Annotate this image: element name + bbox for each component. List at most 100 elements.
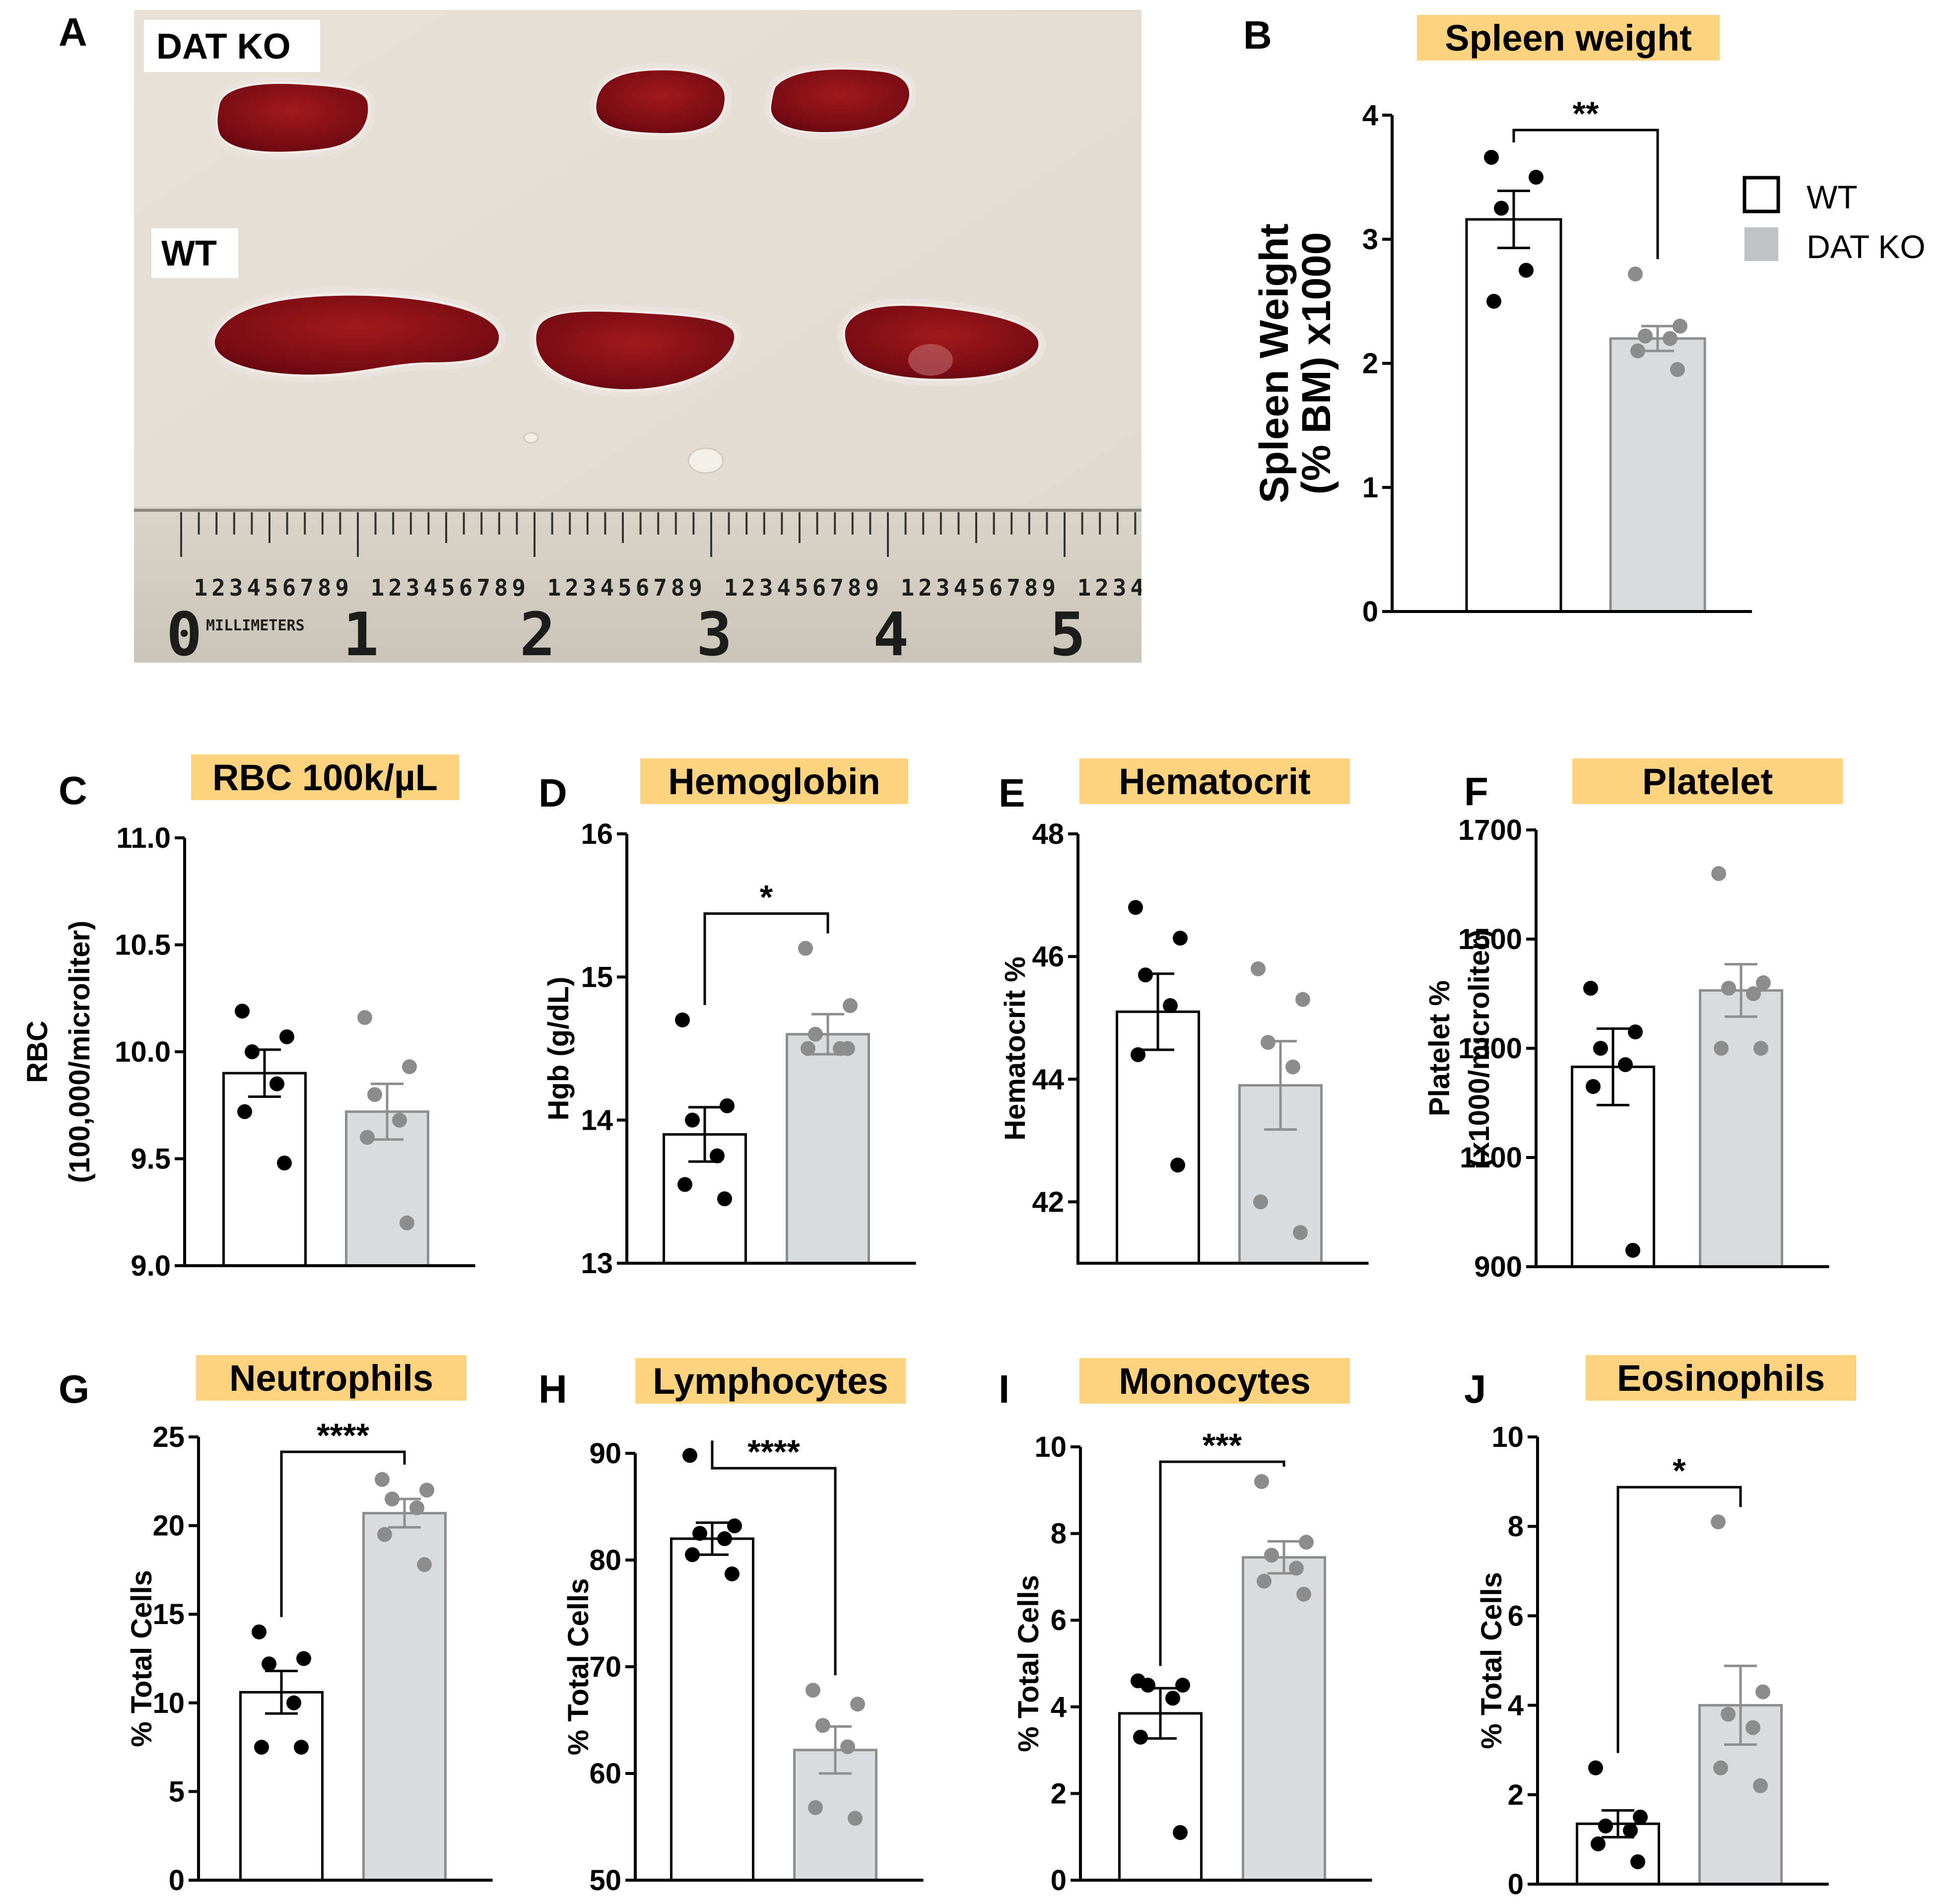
panel-letter: B bbox=[1243, 13, 1272, 57]
y-tick-label: 0 bbox=[169, 1864, 185, 1897]
y-tick-label: 0 bbox=[1362, 596, 1378, 628]
ruler-minor-label: 1 bbox=[194, 574, 208, 601]
ruler-minor-label: 9 bbox=[1042, 574, 1056, 601]
chart-title-bg bbox=[635, 1358, 906, 1404]
bar-dat-ko bbox=[786, 1033, 870, 1265]
y-tick-label: 13 bbox=[581, 1247, 613, 1280]
ruler-minor-label: 4 bbox=[600, 574, 614, 601]
ruler-minor-label: 9 bbox=[688, 574, 702, 601]
y-tick-label: 48 bbox=[1032, 818, 1064, 850]
data-point bbox=[1285, 1059, 1300, 1075]
data-point bbox=[392, 1112, 407, 1128]
data-point bbox=[296, 1651, 311, 1666]
y-tick-label: 1700 bbox=[1458, 814, 1522, 846]
data-point bbox=[1494, 201, 1509, 216]
significance-label: **** bbox=[317, 1417, 369, 1454]
data-point bbox=[1138, 967, 1153, 983]
data-point bbox=[1289, 1561, 1304, 1576]
y-tick-label: 10.5 bbox=[115, 929, 171, 961]
legend: WT DAT KO bbox=[1743, 176, 1926, 265]
ruler-minor-label: 7 bbox=[1007, 574, 1020, 601]
y-tick-label: 70 bbox=[589, 1651, 621, 1683]
data-point bbox=[725, 1566, 739, 1581]
ruler-major-label: 4 bbox=[873, 601, 909, 663]
data-point bbox=[1591, 1836, 1606, 1851]
data-point bbox=[1673, 319, 1687, 334]
data-point bbox=[269, 1076, 284, 1091]
data-point bbox=[237, 1104, 252, 1119]
data-point bbox=[1670, 362, 1685, 377]
data-point bbox=[279, 1029, 294, 1044]
y-tick-label: 1100 bbox=[1460, 1142, 1522, 1174]
ruler-major-label: 2 bbox=[520, 601, 555, 663]
y-tick-label: 50 bbox=[589, 1864, 621, 1897]
ruler-minor-label: 3 bbox=[1113, 574, 1127, 601]
data-point bbox=[1163, 998, 1178, 1013]
data-point bbox=[402, 1059, 417, 1075]
data-point bbox=[1293, 1225, 1308, 1240]
ruler-minor-label: 5 bbox=[971, 574, 985, 601]
ruler-minor-label: 3 bbox=[229, 574, 243, 601]
ruler-minor-label: 8 bbox=[671, 574, 685, 601]
y-tick-label: 1300 bbox=[1458, 1032, 1522, 1065]
data-point bbox=[727, 1518, 742, 1534]
data-point bbox=[1133, 1729, 1148, 1745]
y-tick-label: 15 bbox=[152, 1598, 185, 1631]
data-point bbox=[1254, 1474, 1269, 1489]
chart-title-bg bbox=[640, 758, 908, 804]
ruler-minor-label: 2 bbox=[211, 574, 225, 601]
y-tick-label: 10 bbox=[1034, 1431, 1067, 1463]
significance-bracket bbox=[280, 1450, 406, 1617]
data-point bbox=[843, 998, 858, 1013]
data-point bbox=[1261, 1035, 1276, 1050]
significance-bracket bbox=[703, 912, 829, 1005]
chart-h: Lymphocytes H 50 60 70 80 90 % Total Cells **** bbox=[538, 1358, 924, 1897]
data-point bbox=[360, 1130, 375, 1145]
data-point bbox=[286, 1695, 301, 1710]
y-tick-label: 15 bbox=[581, 961, 613, 993]
data-point bbox=[1586, 1079, 1601, 1094]
data-point bbox=[1299, 1535, 1314, 1550]
y-tick-label: 4 bbox=[1051, 1691, 1067, 1723]
data-point bbox=[1630, 1854, 1645, 1869]
ruler-minor-label: 8 bbox=[494, 574, 508, 601]
data-point bbox=[1165, 1691, 1180, 1706]
ruler-minor-label: 7 bbox=[830, 574, 844, 601]
significance-bracket bbox=[1616, 1486, 1742, 1753]
data-point bbox=[417, 1557, 432, 1572]
data-point bbox=[692, 1526, 707, 1541]
ruler-minor-label: 6 bbox=[459, 574, 473, 601]
ruler-minor-label: 3 bbox=[583, 574, 597, 601]
ruler-major-label: 5 bbox=[1050, 601, 1085, 663]
chart-d: Hemoglobin D 13 14 15 16 Hgb (g/dL) * bbox=[538, 758, 916, 1280]
ruler-major-label: 3 bbox=[696, 601, 732, 663]
significance-bracket bbox=[1159, 1460, 1285, 1666]
y-tick-label: 3 bbox=[1362, 223, 1378, 256]
bar-dat-ko bbox=[1699, 989, 1783, 1268]
y-tick-label: 4 bbox=[1508, 1690, 1524, 1722]
y-axis-label: % Total Cells bbox=[1476, 1572, 1508, 1749]
data-point bbox=[235, 1004, 250, 1019]
y-tick-label: 10 bbox=[152, 1687, 185, 1719]
y-tick-label: 16 bbox=[581, 818, 613, 850]
ruler-minor-label: 6 bbox=[989, 574, 1003, 601]
data-point bbox=[1746, 1720, 1760, 1735]
data-point bbox=[1583, 981, 1598, 996]
significance-label: **** bbox=[747, 1433, 800, 1471]
chart-title: Platelet bbox=[1642, 761, 1773, 802]
ruler-minor-label: 5 bbox=[265, 574, 278, 601]
data-point bbox=[1756, 975, 1771, 990]
bar-wt bbox=[670, 1537, 754, 1882]
chart-title: Lymphocytes bbox=[653, 1360, 888, 1402]
chart-title-bg bbox=[1417, 15, 1720, 61]
data-point bbox=[409, 1500, 424, 1515]
significance-bracket bbox=[1512, 129, 1659, 259]
data-point bbox=[710, 1148, 725, 1163]
ruler-minor-label: 2 bbox=[388, 574, 402, 601]
bar-dat-ko bbox=[1242, 1556, 1326, 1882]
data-point bbox=[1755, 1684, 1770, 1700]
y-tick-label: 60 bbox=[589, 1758, 621, 1790]
data-point bbox=[1711, 866, 1726, 881]
chart-title-bg bbox=[1572, 758, 1843, 804]
